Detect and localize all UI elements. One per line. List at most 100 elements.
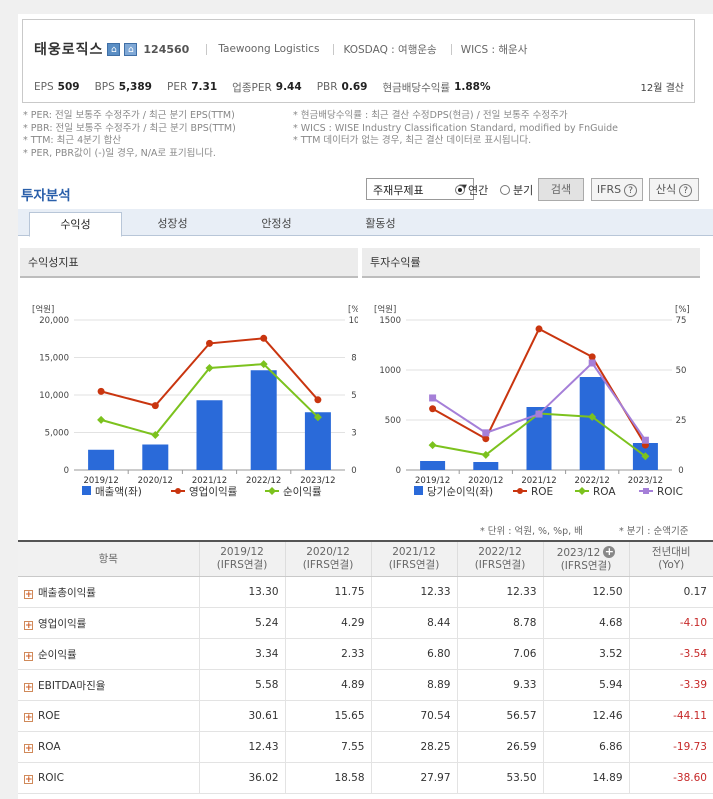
plus-circle-icon[interactable]: + [603,544,616,558]
cell-value: 56.57 [456,700,543,732]
cell-value: 70.54 [370,700,457,732]
header-col: 2019/12 (IFRS연결) [198,541,285,577]
cell-value: 4.68 [542,607,629,639]
x-tick-label: 2021/12 [521,476,556,486]
metric-label-per: PER [166,81,188,93]
chart-title: 수익성지표 [20,248,358,278]
table-header-row: 항목 2019/12 (IFRS연결) 2020/12 (IFRS연결) 2021/… [18,541,713,577]
metric-row: EPS 509 BPS 5,389 PER 7.31 업종PER 9.44 PB… [34,79,684,95]
header-basis: (IFRS연결) [474,559,526,571]
y-tick-label-left: 1000 [379,366,401,376]
building-icon-2[interactable]: ⌂ [124,42,138,56]
x-tick-label: 2022/12 [575,476,610,486]
row-item[interactable]: + 순이익률 [18,638,199,670]
expand-plus-icon[interactable]: + [24,620,33,631]
radio-annual[interactable]: 연간 [455,182,488,198]
data-point [588,353,596,361]
statement-type-select[interactable]: 주재무제표 ▼ [366,178,474,200]
cell-value: 4.29 [284,607,371,639]
cell-yoy: -3.39 [628,669,713,701]
table-row: + 영업이익률 5.24 4.29 8.44 8.78 4.68 -4.10 [18,607,713,639]
row-item[interactable]: + ROE [18,700,199,732]
legend-swatch [414,486,423,495]
legend-marker [578,487,586,495]
row-item[interactable]: + 매출총이익률 [18,576,199,608]
chart-title: 투자수익률 [362,248,700,278]
company-market: KOSDAQ : 여행운송 [343,43,437,56]
formula-button[interactable]: 산식? [649,178,699,201]
header-year: 2022/12 [478,546,522,558]
y-tick-label-right: 75 [676,316,687,326]
y-tick-label-left: 20,000 [39,316,69,326]
footnote: * WICS : WISE Industry Classification St… [293,122,619,134]
expand-plus-icon[interactable]: + [24,651,33,662]
cell-value: 15.65 [284,700,371,732]
data-point [429,394,437,402]
radio-quarter[interactable]: 분기 [500,182,533,198]
radio-label: 분기 [513,184,534,197]
cell-value: 8.44 [370,607,457,639]
expand-plus-icon[interactable]: + [24,682,33,693]
data-point [151,402,159,410]
header-basis: (IFRS연결) [216,559,268,571]
metric-value-industry-per: 9.44 [275,81,302,93]
x-tick-label: 2021/12 [192,476,227,486]
radio-label: 연간 [468,184,489,197]
cell-value: 12.33 [370,576,457,608]
legend-label: 매출액(좌) [95,486,142,498]
cell-value: 12.50 [542,576,629,608]
cell-value: 36.02 [198,762,285,794]
row-item[interactable]: + 영업이익률 [18,607,199,639]
tab-stability[interactable]: 안정성 [261,217,292,230]
expand-plus-icon[interactable]: + [24,744,33,754]
company-name-row: 태웅로직스 ⌂ ⌂ 124560 Taewoong Logistics KOSD… [34,39,527,59]
header-year: 2023/12 [556,546,601,559]
section-title: 투자분석 [21,188,71,204]
expand-plus-icon[interactable]: + [24,775,33,785]
cell-value: 26.59 [456,731,543,763]
bar [304,412,331,470]
legend-marker [175,488,181,494]
cell-value: 5.58 [198,669,285,701]
data-point [641,436,649,444]
y-axis-unit-right: [%] [675,305,690,315]
cell-value: 5.94 [542,669,629,701]
row-label: ROA [38,741,61,753]
ifrs-label: IFRS [596,183,622,196]
cell-value: 7.55 [284,731,371,763]
data-point [481,450,490,459]
data-point [206,339,213,347]
footnote: * PBR: 전일 보통주 수정주가 / 최근 분기 BPS(TTM) [23,122,236,134]
profitability-table: 항목 2019/12 (IFRS연결) 2020/12 (IFRS연결) 2021/… [18,540,713,794]
header-col: 2020/12 (IFRS연결) [284,541,371,577]
footnote: * PER: 전일 보통주 수정주가 / 최근 분기 EPS(TTM) [23,110,235,121]
data-point [259,360,268,369]
data-point [641,452,650,461]
cell-value: 28.25 [370,731,457,763]
row-item[interactable]: + ROA [18,731,199,763]
cell-value: 9.33 [456,669,543,701]
data-point [482,435,490,443]
company-code: 124560 [143,42,190,56]
legend-label: 당기순이익(좌) [427,486,493,498]
x-tick-label: 2023/12 [628,476,663,486]
data-point [97,387,105,395]
tab-profitability[interactable]: 수익성 [29,212,122,237]
row-item[interactable]: + ROIC [18,762,199,794]
cell-value: 3.52 [542,638,629,670]
y-axis-unit-left: [억원] [374,304,396,315]
tab-activity[interactable]: 활동성 [365,217,396,230]
cell-value: 2.33 [284,638,371,670]
row-item[interactable]: + EBITDA마진율 [18,669,199,701]
ifrs-button[interactable]: IFRS? [591,178,643,201]
tab-growth[interactable]: 성장성 [157,217,188,230]
expand-plus-icon[interactable]: + [24,589,33,600]
cell-value: 12.43 [198,731,285,763]
header-col: 2023/12 + (IFRS연결) [542,541,629,577]
search-button[interactable]: 검색 [538,178,584,201]
bar [420,461,446,470]
building-icon[interactable]: ⌂ [107,42,121,56]
y-tick-label-left: 15,000 [39,354,69,364]
expand-plus-icon[interactable]: + [24,713,33,723]
legend-label: 영업이익률 [189,485,238,498]
